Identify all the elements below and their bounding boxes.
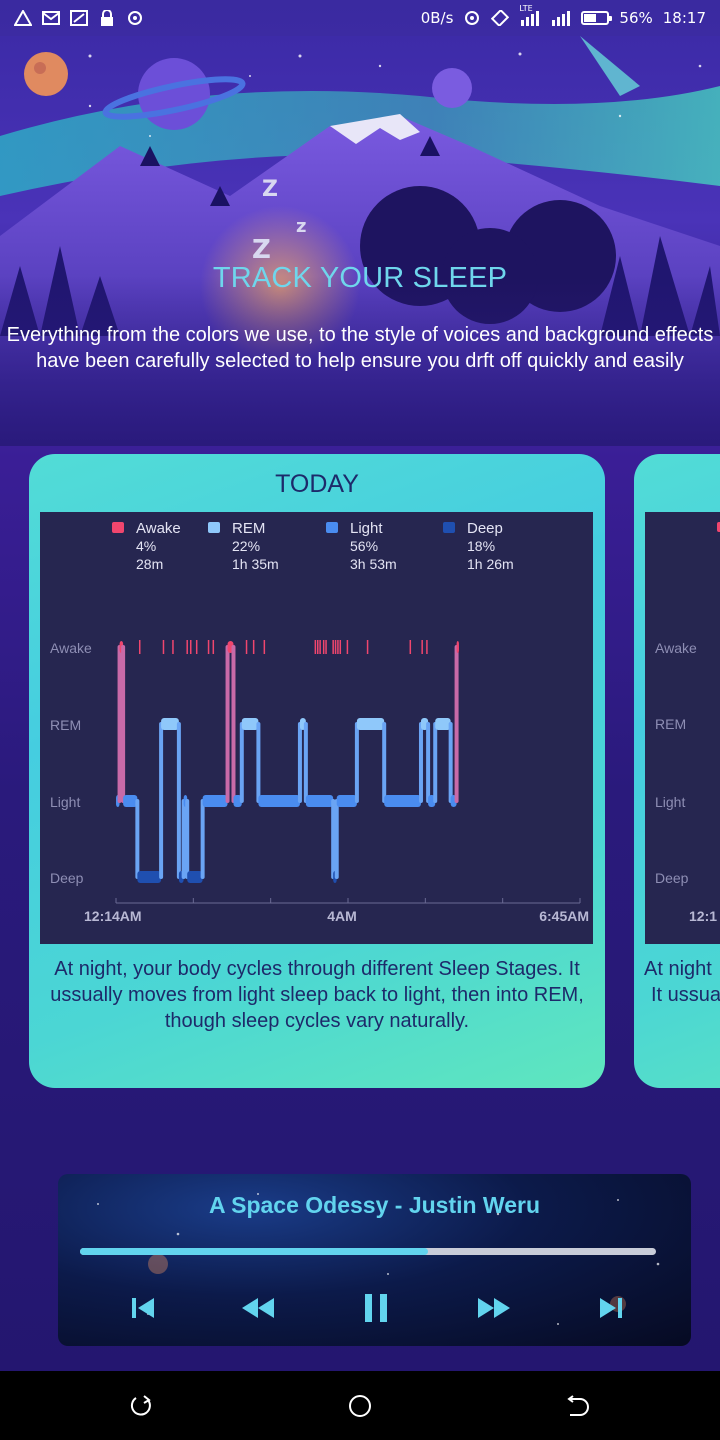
legend-percent-rem: 22% (232, 538, 260, 554)
next-y-label-light: Light (655, 794, 685, 810)
back-icon[interactable] (128, 1393, 154, 1419)
skip-previous-icon (132, 1298, 154, 1318)
skip-next-icon (600, 1298, 622, 1318)
home-icon[interactable] (347, 1393, 373, 1419)
sleep-card-today[interactable]: TODAY Awake 4% 28m REM 22% 1h 35m Light 56% 3h 5… (29, 454, 605, 1088)
next-y-label-deep: Deep (655, 870, 689, 886)
warning-icon (14, 10, 32, 26)
svg-text:Z: Z (252, 235, 271, 265)
hypnogram-segment-deep (187, 871, 203, 883)
hero-illustration: Z z Z (0, 36, 720, 446)
y-label-awake: Awake (50, 640, 92, 656)
legend-label-light: Light (350, 520, 383, 537)
sleep-card-next[interactable]: Awake REM Light Deep 12:1 At night It us… (634, 454, 720, 1088)
legend-swatch-light (326, 522, 338, 533)
network-type-badge: LTE (519, 4, 533, 13)
card-description: At night, your body cycles through diffe… (50, 958, 584, 1032)
next-y-label-awake: Awake (655, 640, 697, 656)
legend-label-awake: Awake (136, 520, 181, 537)
pause-button[interactable] (354, 1286, 398, 1330)
rotate-icon (491, 10, 510, 26)
hypnogram-segment-light (233, 795, 242, 807)
legend-percent-awake: 4% (136, 538, 156, 554)
fast-forward-button[interactable] (472, 1286, 516, 1330)
hypnogram-segment-light (336, 795, 357, 807)
rewind-icon (242, 1298, 274, 1318)
y-label-light: Light (50, 794, 80, 810)
legend-label-rem: REM (232, 520, 265, 537)
y-label-deep: Deep (50, 870, 84, 886)
svg-text:z: z (296, 216, 306, 237)
x-tick-label: 12:14AM (84, 908, 142, 924)
mail-icon (42, 11, 60, 25)
hypnogram-segment-light (305, 795, 334, 807)
cast-icon (70, 10, 88, 26)
status-bar-left (14, 10, 144, 26)
hypnogram-segment-light (123, 795, 138, 807)
skip-next-button[interactable] (589, 1286, 633, 1330)
card-title: TODAY (275, 470, 359, 498)
hypnogram-segment-rem (161, 718, 179, 730)
next-card-description-line2: It ussua (651, 984, 720, 1006)
legend-duration-awake: 28m (136, 556, 163, 572)
recents-icon[interactable] (566, 1393, 592, 1419)
pause-icon (365, 1294, 387, 1322)
next-legend-awake-swatch (717, 522, 720, 532)
status-bar-right: 0B/s LTE 56% 18:17 (420, 4, 706, 27)
battery-percent: 56% (619, 9, 653, 27)
hypnogram-segment-light (202, 795, 228, 807)
legend-swatch-deep (443, 522, 455, 533)
legend-percent-light: 56% (350, 538, 378, 554)
hypnogram-segment-awake (456, 641, 459, 653)
legend-swatch-awake (112, 522, 124, 533)
battery-icon (581, 11, 613, 25)
hypnogram-segment-rem (435, 718, 451, 730)
legend-label-deep: Deep (467, 520, 503, 537)
page-title: TRACK YOUR SLEEP (212, 262, 508, 294)
seek-bar-progress (80, 1248, 429, 1255)
record-icon (128, 11, 142, 25)
legend-duration-light: 3h 53m (350, 556, 397, 572)
sleep-stages-chart: Awake 4% 28m REM 22% 1h 35m Light 56% 3h 53m Deep… (40, 512, 593, 944)
legend-duration-deep: 1h 26m (467, 556, 514, 572)
hypnogram-segment-light (384, 795, 421, 807)
x-tick-label: 4AM (327, 908, 357, 924)
page-description: Everything from the colors we use, to th… (6, 324, 714, 372)
track-title: A Space Odessy - Justin Weru (208, 1192, 541, 1218)
next-card-description: At night It ussua (644, 956, 720, 1008)
y-label-rem: REM (50, 717, 81, 733)
next-card-chart: Awake REM Light Deep 12:1 (645, 512, 720, 944)
lock-icon (101, 10, 113, 26)
skip-previous-button[interactable] (121, 1286, 165, 1330)
next-card-description-line1: At night (644, 958, 712, 980)
legend-duration-rem: 1h 35m (232, 556, 279, 572)
hypnogram-segment-deep (137, 871, 162, 883)
hypnogram-segment-rem (356, 718, 385, 730)
system-nav-bar (0, 1371, 720, 1440)
seek-bar[interactable] (80, 1248, 656, 1255)
legend-swatch-rem (208, 522, 220, 533)
clock: 18:17 (662, 9, 706, 27)
hypnogram-segment-light (258, 795, 300, 807)
next-y-label-rem: REM (655, 716, 686, 732)
hotspot-icon (465, 11, 480, 25)
net-speed: 0B/s (420, 9, 454, 27)
legend-percent-deep: 18% (467, 538, 495, 554)
svg-text:Z: Z (262, 177, 278, 202)
fast-forward-icon (478, 1298, 510, 1318)
hypnogram-segment-rem (241, 718, 259, 730)
rewind-button[interactable] (236, 1286, 280, 1330)
signal-icon (521, 11, 540, 26)
next-x-label-first: 12:1 (689, 908, 717, 924)
signal-icon-2 (552, 11, 571, 26)
audio-player: A Space Odessy - Justin Weru (58, 1174, 691, 1346)
x-tick-label: 6:45AM (539, 908, 589, 924)
status-bar: 0B/s LTE 56% 18:17 (0, 0, 720, 36)
